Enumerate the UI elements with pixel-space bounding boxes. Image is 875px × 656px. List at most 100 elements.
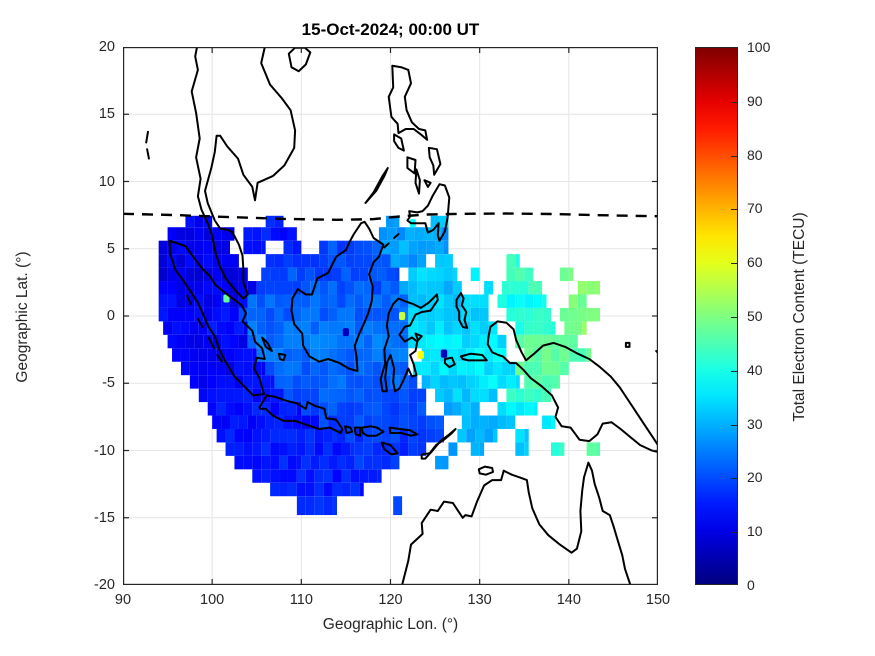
tec-cell: [283, 294, 293, 308]
tec-cell: [452, 388, 462, 403]
tec-cell: [363, 375, 373, 389]
tec-cell: [381, 321, 391, 335]
tec-cell: [337, 321, 346, 335]
tec-cell: [230, 415, 239, 429]
tec-cell: [337, 281, 346, 295]
tec-cell: [524, 375, 534, 389]
tec-cell: [399, 415, 409, 429]
tec-cell: [198, 388, 208, 403]
tec-cell: [207, 388, 217, 403]
tec-cell: [238, 334, 248, 349]
tec-cell: [283, 240, 293, 255]
tec-cell: [452, 267, 458, 282]
tec-cell: [337, 415, 346, 429]
tec-cell: [417, 442, 427, 456]
tec-cell: [230, 254, 239, 268]
tec-cell: [497, 402, 507, 416]
tec-cell: [506, 294, 516, 308]
tec-cell: [243, 361, 253, 376]
tec-cell: [363, 294, 373, 308]
tec-cell: [319, 254, 329, 268]
x-tick-label: 110: [289, 592, 313, 608]
tec-cell: [533, 348, 543, 362]
tec-cell: [301, 361, 311, 376]
tec-cell: [399, 442, 409, 456]
tec-cell: [305, 496, 315, 516]
tec-cell: [310, 402, 320, 416]
coastline-belitung: [278, 352, 287, 362]
tec-cell: [301, 388, 311, 403]
tec-cell: [252, 375, 262, 389]
tec-cell: [497, 375, 507, 389]
tec-cell: [408, 334, 418, 349]
tec-spot-cell: [342, 328, 350, 337]
coastline-mindanao: [406, 183, 451, 242]
tec-cell: [372, 240, 382, 255]
tec-cell: [501, 361, 511, 376]
tec-cell: [234, 348, 244, 362]
tec-cell: [238, 307, 248, 322]
coastline-pagai: [216, 354, 223, 363]
tec-cell: [207, 375, 217, 389]
tec-cell: [412, 361, 422, 376]
tec-cell: [314, 482, 324, 497]
tec-cell: [292, 307, 302, 322]
tec-cell: [439, 361, 449, 376]
tec-cell: [363, 321, 373, 335]
tec-cell: [435, 254, 444, 268]
tec-cell: [292, 348, 302, 362]
tec-cell: [163, 321, 173, 335]
tec-cell: [475, 375, 480, 389]
tec-cell: [435, 294, 444, 308]
x-axis-label: Geographic Lon. (°): [322, 616, 459, 633]
tec-cell: [559, 361, 569, 376]
tec-cell: [274, 375, 284, 389]
colorbar-tick: [731, 263, 737, 265]
tec-cell: [390, 455, 400, 470]
tec-cell: [461, 388, 471, 403]
tec-cell: [435, 321, 444, 335]
tec-cell: [247, 281, 257, 295]
coastline-sumatra: [168, 239, 266, 397]
tec-cell: [332, 428, 337, 443]
tec-cell: [261, 375, 271, 389]
tec-cell: [394, 267, 400, 282]
tec-cell: [452, 402, 462, 416]
tec-cell: [372, 388, 382, 403]
tec-cell: [399, 428, 409, 443]
tec-cell: [337, 361, 346, 376]
tec-cell: [408, 294, 418, 308]
tec-cell: [435, 267, 444, 282]
tec-cell: [524, 321, 534, 335]
tec-cell: [328, 348, 337, 362]
chart-title: 15-Oct-2024; 00:00 UT: [301, 20, 480, 39]
coastline-halmahera: [455, 292, 469, 330]
tec-cell: [372, 281, 382, 295]
tec-cell: [341, 442, 351, 456]
tec-cell: [167, 281, 177, 295]
tec-cell: [176, 254, 186, 268]
tec-cell: [207, 321, 217, 335]
tec-cell: [421, 375, 431, 389]
tec-cell: [158, 240, 168, 255]
tec-cell: [283, 375, 293, 389]
tec-cell: [296, 455, 302, 470]
tec-cell: [221, 307, 230, 322]
tec-cell: [426, 321, 436, 335]
tec-cell: [305, 428, 315, 443]
tec-cell: [368, 469, 378, 483]
tec-cell: [345, 240, 355, 255]
tec-cell: [488, 415, 498, 429]
tec-cell: [296, 496, 306, 516]
tec-cell: [399, 240, 409, 255]
tec-cell: [265, 254, 275, 268]
tec-cell: [283, 348, 293, 362]
tec-cell: [274, 321, 284, 335]
tec-cell: [372, 321, 382, 335]
tec-cell: [396, 227, 406, 241]
tec-cell: [194, 267, 204, 282]
tec-cell: [216, 361, 226, 376]
tec-cell: [207, 361, 217, 376]
tec-cell: [221, 240, 230, 255]
coastlines-layer: [145, 47, 658, 585]
